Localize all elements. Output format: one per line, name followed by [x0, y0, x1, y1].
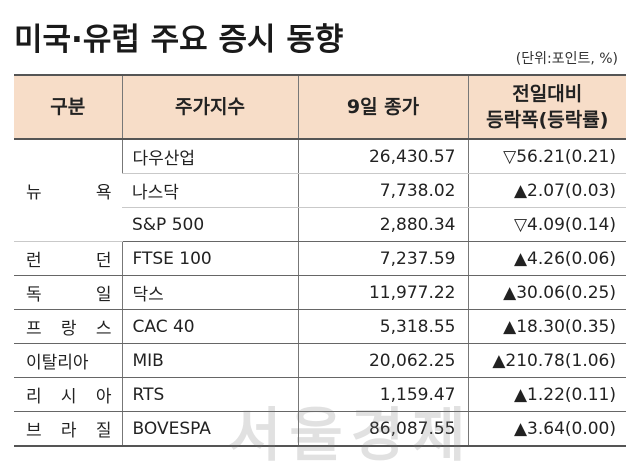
- table-row: 독 일 닥스 11,977.22 ▲30.06(0.25): [14, 275, 626, 310]
- change-cell: ▲4.26(0.06): [467, 241, 626, 276]
- index-cell: 다우산업: [121, 139, 298, 174]
- index-cell: CAC 40: [121, 309, 298, 344]
- index-cell: 나스닥: [122, 173, 298, 208]
- close-cell: 7,738.02: [297, 173, 468, 208]
- change-cell: ▲210.78(1.06): [467, 343, 626, 378]
- change-cell: ▲2.07(0.03): [467, 173, 626, 208]
- index-cell: BOVESPA: [121, 411, 298, 447]
- region-cell: 브 라 질: [14, 411, 122, 447]
- close-cell: 86,087.55: [297, 411, 468, 447]
- close-cell: 5,318.55: [297, 309, 468, 344]
- index-cell: MIB: [121, 343, 298, 378]
- table-row: 브 라 질 BOVESPA 86,087.55 ▲3.64(0.00): [14, 411, 626, 447]
- table-row: 프 랑 스 CAC 40 5,318.55 ▲18.30(0.35): [14, 309, 626, 344]
- table-row: 이탈리아 MIB 20,062.25 ▲210.78(1.06): [14, 343, 626, 378]
- table-row: 런 던 FTSE 100 7,237.59 ▲4.26(0.06): [14, 241, 626, 276]
- header-close: 9일 종가: [297, 74, 468, 140]
- index-cell: S&P 500: [122, 207, 298, 242]
- header-change: 전일대비 등락폭(등락률): [467, 74, 626, 140]
- change-cell: ▽4.09(0.14): [467, 207, 626, 242]
- table-row: 리 시 아 RTS 1,159.47 ▲1.22(0.11): [14, 377, 626, 412]
- change-cell: ▽56.21(0.21): [467, 139, 626, 174]
- index-cell: 닥스: [121, 275, 298, 310]
- index-cell: RTS: [121, 377, 298, 412]
- table-row: S&P 500 2,880.34 ▽4.09(0.14): [14, 207, 626, 242]
- table-row: 나스닥 7,738.02 ▲2.07(0.03): [14, 173, 626, 208]
- close-cell: 2,880.34: [297, 207, 468, 242]
- market-table: 구분 주가지수 9일 종가 전일대비 등락폭(등락률) 뉴 욕 다우산업 26,…: [14, 74, 626, 447]
- unit-note: (단위:포인트, %): [515, 51, 618, 67]
- close-cell: 11,977.22: [297, 275, 468, 310]
- page-title: 미국·유럽 주요 증시 동향: [14, 22, 344, 58]
- header-change-line1: 전일대비: [512, 83, 583, 105]
- region-cell: 리 시 아: [14, 377, 122, 412]
- close-cell: 20,062.25: [297, 343, 468, 378]
- change-cell: ▲18.30(0.35): [467, 309, 626, 344]
- close-cell: 26,430.57: [297, 139, 468, 174]
- region-cell: 독 일: [14, 275, 122, 310]
- header-change-line2: 등락폭(등락률): [486, 109, 609, 131]
- region-cell: 프 랑 스: [14, 309, 122, 344]
- region-cell: 런 던: [14, 241, 122, 276]
- close-cell: 1,159.47: [297, 377, 468, 412]
- table-header-row: 구분 주가지수 9일 종가 전일대비 등락폭(등락률): [14, 74, 626, 140]
- change-cell: ▲3.64(0.00): [467, 411, 626, 447]
- change-cell: ▲1.22(0.11): [467, 377, 626, 412]
- change-cell: ▲30.06(0.25): [467, 275, 626, 310]
- region-cell: 뉴 욕: [14, 139, 122, 242]
- region-cell: 이탈리아: [14, 343, 122, 378]
- header-region: 구분: [14, 74, 122, 140]
- index-cell: FTSE 100: [121, 241, 298, 276]
- table-row: 뉴 욕 다우산업 26,430.57 ▽56.21(0.21): [14, 139, 626, 242]
- close-cell: 7,237.59: [297, 241, 468, 276]
- header-index: 주가지수: [121, 74, 298, 140]
